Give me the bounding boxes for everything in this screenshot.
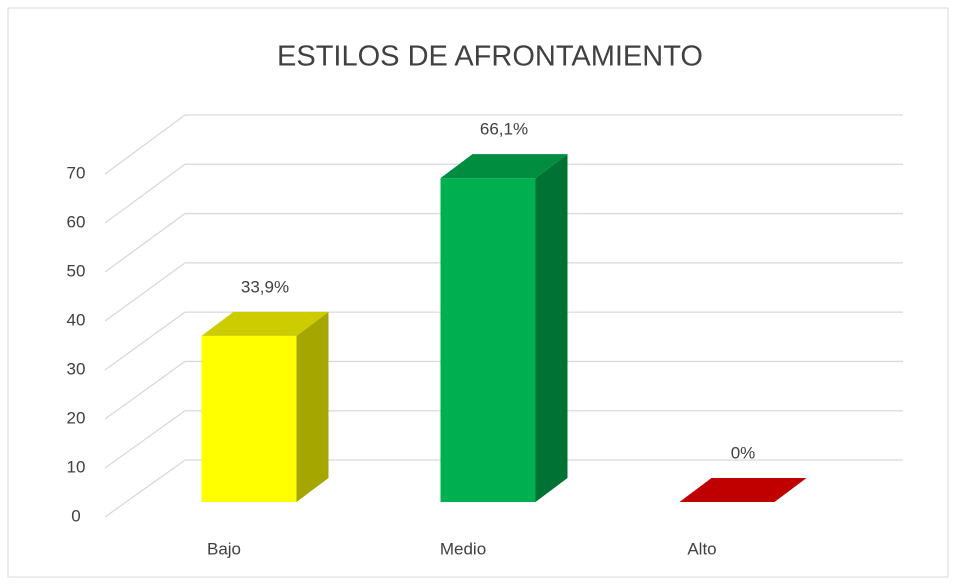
y-tick-label: 30 bbox=[67, 359, 86, 378]
y-tick-label: 20 bbox=[67, 408, 86, 427]
data-label: 66,1% bbox=[480, 120, 528, 139]
bar-top bbox=[679, 478, 807, 502]
grid-line-side bbox=[104, 213, 186, 273]
y-tick-label: 40 bbox=[67, 310, 86, 329]
bar bbox=[201, 311, 329, 502]
y-tick-label: 0 bbox=[71, 506, 80, 525]
bar bbox=[440, 154, 568, 503]
y-tick-label: 50 bbox=[67, 261, 86, 280]
grid-line-side bbox=[104, 360, 186, 420]
x-tick-label: Alto bbox=[687, 539, 716, 558]
chart-title: ESTILOS DE AFRONTAMIENTO bbox=[277, 41, 703, 73]
grid-line-side bbox=[104, 163, 186, 224]
bar-side bbox=[296, 311, 329, 502]
bar-top bbox=[440, 154, 568, 179]
bar-side bbox=[535, 154, 568, 503]
grid-line-side bbox=[104, 114, 186, 175]
bar-front bbox=[440, 178, 536, 503]
x-tick-label: Bajo bbox=[207, 539, 241, 558]
y-tick-label: 10 bbox=[67, 457, 86, 476]
grid-line-side bbox=[104, 410, 186, 469]
bar-top bbox=[201, 311, 329, 336]
grid-line-side bbox=[104, 311, 186, 371]
grid-line-side bbox=[104, 459, 186, 518]
data-label: 0% bbox=[731, 443, 756, 462]
x-tick-label: Medio bbox=[440, 539, 486, 558]
bar bbox=[679, 478, 807, 502]
grid-line-side bbox=[104, 262, 186, 322]
y-tick-label: 70 bbox=[67, 163, 86, 182]
data-label: 33,9% bbox=[241, 277, 289, 296]
bar-front bbox=[201, 335, 297, 502]
y-tick-label: 60 bbox=[67, 212, 86, 231]
